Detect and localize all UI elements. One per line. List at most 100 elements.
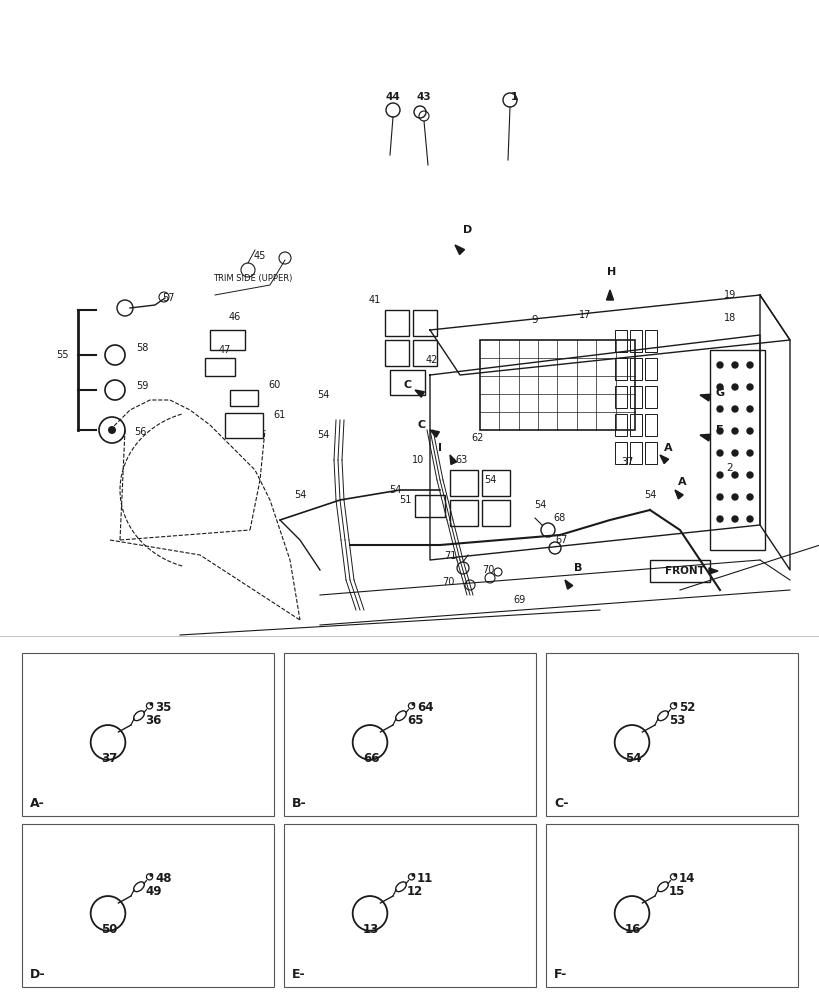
Circle shape — [716, 516, 722, 522]
Bar — [614, 414, 627, 436]
Text: 18: 18 — [723, 313, 735, 323]
Bar — [645, 358, 656, 380]
Bar — [22, 653, 274, 816]
Circle shape — [716, 406, 722, 412]
Circle shape — [731, 450, 737, 456]
Text: 68: 68 — [553, 513, 565, 523]
Text: 50: 50 — [101, 923, 117, 936]
Text: G: G — [714, 388, 724, 398]
Text: 13: 13 — [363, 923, 379, 936]
Text: 9: 9 — [531, 315, 537, 325]
Polygon shape — [414, 390, 424, 397]
Circle shape — [716, 472, 722, 478]
Bar — [414, 495, 445, 517]
Circle shape — [716, 362, 722, 368]
Text: 57: 57 — [161, 293, 174, 303]
Polygon shape — [699, 434, 710, 441]
Text: 71: 71 — [443, 551, 455, 561]
Text: I: I — [437, 443, 441, 453]
Circle shape — [731, 406, 737, 412]
Text: 54: 54 — [643, 490, 655, 500]
Circle shape — [746, 384, 752, 390]
Text: 54: 54 — [388, 485, 400, 495]
Circle shape — [731, 428, 737, 434]
Bar — [450, 470, 477, 496]
Circle shape — [672, 873, 676, 877]
Text: 17: 17 — [578, 310, 590, 320]
Text: 45: 45 — [254, 251, 266, 261]
Circle shape — [746, 494, 752, 500]
Text: 41: 41 — [369, 295, 381, 305]
Circle shape — [411, 873, 414, 877]
Circle shape — [746, 428, 752, 434]
Bar — [450, 500, 477, 526]
Text: FRONT: FRONT — [664, 566, 704, 576]
Text: 70: 70 — [482, 565, 494, 575]
Polygon shape — [450, 455, 456, 464]
Text: 54: 54 — [293, 490, 305, 500]
Text: 54: 54 — [533, 500, 545, 510]
Bar — [614, 358, 627, 380]
Text: 53: 53 — [668, 714, 685, 727]
Bar — [545, 824, 797, 987]
Circle shape — [731, 472, 737, 478]
Polygon shape — [708, 568, 717, 574]
Circle shape — [108, 426, 115, 434]
Text: 52: 52 — [678, 701, 695, 714]
Bar — [614, 386, 627, 408]
Bar — [545, 653, 797, 816]
Text: 64: 64 — [417, 701, 433, 714]
Text: B: B — [573, 563, 581, 573]
Bar — [645, 442, 656, 464]
Bar — [479, 340, 634, 430]
Text: D-: D- — [30, 968, 46, 981]
Text: 43: 43 — [416, 92, 431, 102]
Polygon shape — [699, 394, 710, 401]
Text: 37: 37 — [101, 752, 117, 765]
Bar — [413, 310, 437, 336]
Bar — [629, 386, 641, 408]
Text: 46: 46 — [229, 312, 241, 322]
Bar — [614, 442, 627, 464]
Text: H: H — [607, 267, 616, 277]
Text: 10: 10 — [411, 455, 423, 465]
Circle shape — [746, 362, 752, 368]
Text: 19: 19 — [723, 290, 735, 300]
Circle shape — [716, 384, 722, 390]
Text: 49: 49 — [145, 885, 161, 898]
Bar — [645, 414, 656, 436]
Bar — [385, 310, 409, 336]
Circle shape — [716, 494, 722, 500]
Text: 59: 59 — [136, 381, 148, 391]
Text: 11: 11 — [417, 872, 432, 885]
Circle shape — [746, 450, 752, 456]
Text: 36: 36 — [145, 714, 161, 727]
Bar — [413, 340, 437, 366]
Text: 16: 16 — [624, 923, 640, 936]
Text: 66: 66 — [363, 752, 379, 765]
Text: 55: 55 — [56, 350, 68, 360]
Text: E-: E- — [292, 968, 305, 981]
Circle shape — [716, 450, 722, 456]
Circle shape — [149, 873, 153, 877]
Text: A: A — [676, 477, 686, 487]
Bar — [283, 653, 536, 816]
Bar — [629, 330, 641, 352]
Circle shape — [672, 702, 676, 706]
Text: 56: 56 — [133, 427, 146, 437]
Circle shape — [746, 406, 752, 412]
Text: 42: 42 — [425, 355, 437, 365]
Text: 35: 35 — [155, 701, 171, 714]
Text: 69: 69 — [514, 595, 526, 605]
Text: 58: 58 — [136, 343, 148, 353]
Bar — [390, 370, 424, 395]
Bar — [482, 500, 509, 526]
Text: 60: 60 — [269, 380, 281, 390]
Text: 2: 2 — [726, 463, 732, 473]
Bar — [629, 414, 641, 436]
Text: 37: 37 — [621, 457, 633, 467]
Text: C: C — [418, 420, 426, 430]
Circle shape — [716, 428, 722, 434]
Bar — [645, 330, 656, 352]
Polygon shape — [564, 580, 572, 589]
